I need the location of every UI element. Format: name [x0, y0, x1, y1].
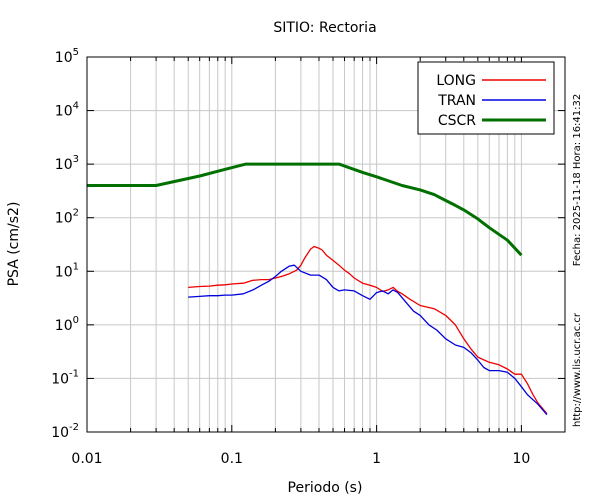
url-label: http://www.lis.ucr.ac.cr	[572, 312, 583, 427]
x-tick-label: 10	[512, 451, 530, 467]
plot-frame	[86, 56, 566, 433]
y-axis-title: PSA (cm/s2)	[6, 202, 22, 287]
x-axis-title: Periodo (s)	[288, 480, 363, 496]
series-line-cscr	[87, 162, 523, 257]
grid	[86, 56, 566, 433]
y-tick-label: 102	[55, 208, 79, 227]
y-tick-label: 100	[55, 315, 79, 334]
timestamp-label: Fecha: 2025-11-18 Hora: 16:41:32	[572, 94, 583, 267]
legend: LONG TRAN CSCR	[417, 61, 555, 135]
series-line-tran	[188, 264, 548, 416]
x-tick-label: 0.1	[221, 451, 243, 467]
legend-label-tran: TRAN	[437, 93, 476, 109]
y-tick-label: 103	[55, 154, 79, 173]
y-tick-label: 101	[55, 261, 79, 280]
chart-title: SITIO: Rectoria	[273, 20, 376, 36]
x-tick-label: 1	[372, 451, 381, 467]
series-line-long	[188, 245, 548, 415]
y-tick-label: 104	[55, 101, 79, 120]
legend-label-cscr: CSCR	[438, 113, 476, 129]
legend-box	[417, 61, 555, 135]
x-tick-label: 0.01	[71, 451, 102, 467]
tick-marks	[86, 56, 566, 433]
y-tick-label: 105	[55, 47, 79, 66]
legend-label-long: LONG	[436, 73, 476, 89]
series-layer	[87, 162, 548, 416]
y-tick-label: 10-1	[51, 368, 79, 387]
tick-labels: 10-2 10-1 100 101 102 103 104 105 0.01 0.1 1 10	[51, 47, 530, 467]
y-tick-label: 10-2	[51, 422, 79, 441]
